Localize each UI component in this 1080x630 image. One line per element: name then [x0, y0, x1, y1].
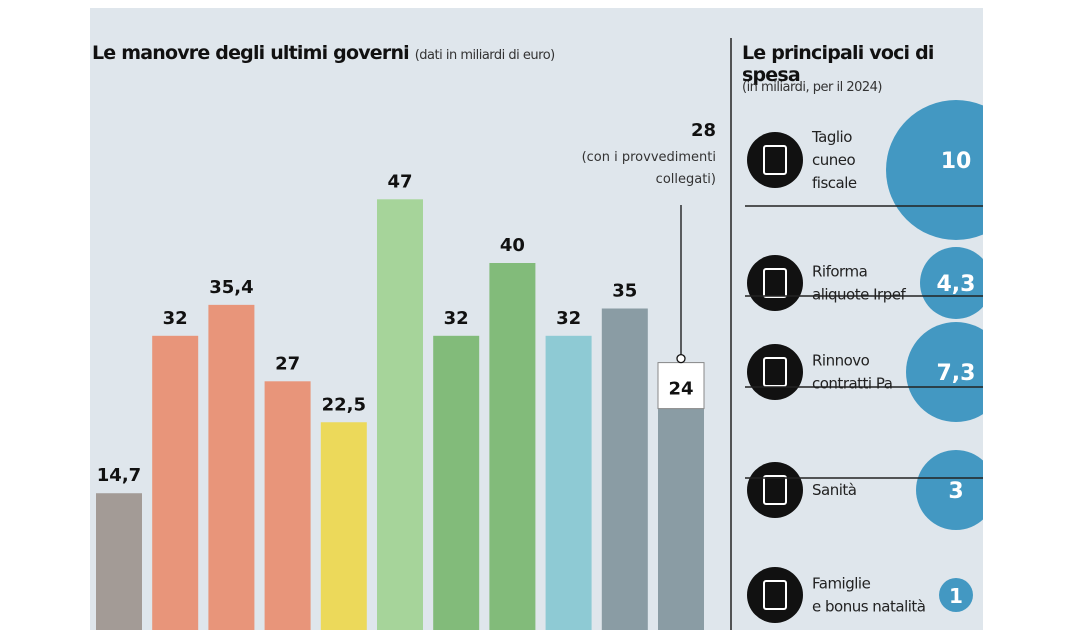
- bubble-value-label: 10: [941, 149, 972, 174]
- item-label: Sanità: [812, 481, 856, 499]
- value-bubble: [939, 578, 973, 612]
- tax-document-icon-glyph: [763, 145, 787, 175]
- infographic-panel: Le manovre degli ultimi governi (dati in…: [90, 8, 983, 630]
- bar: [545, 335, 592, 630]
- bubble-value-label: 1: [949, 584, 963, 608]
- contract-pen-icon: [747, 344, 803, 400]
- value-bubble: [916, 450, 983, 530]
- value-bubble: [920, 247, 983, 319]
- bar-value-label: 35: [612, 281, 637, 302]
- bar: [377, 199, 423, 630]
- bar: [601, 308, 648, 630]
- bubble-value-label: 3: [948, 479, 963, 504]
- item-label: contratti Pa: [812, 375, 892, 393]
- stroller-icon-glyph: [763, 580, 787, 610]
- bubble-chart-subtitle: (in miliardi, per il 2024): [742, 80, 883, 95]
- stroller-icon: [747, 567, 803, 623]
- item-label: Riforma: [812, 263, 867, 281]
- bar: [320, 422, 367, 630]
- item-label: e bonus natalità: [812, 598, 925, 616]
- bar-value-label: 32: [444, 308, 469, 329]
- bar-value-label: 14,7: [97, 465, 141, 486]
- item-label: aliquote Irpef: [812, 286, 906, 304]
- bar: [658, 408, 704, 630]
- bar: [264, 381, 311, 630]
- item-label: Rinnovo: [812, 352, 870, 370]
- bar-value-label: 22,5: [322, 394, 366, 415]
- stethoscope-icon: [747, 462, 803, 518]
- value-bubble: [906, 322, 983, 422]
- bar-chart-title-text: Le manovre degli ultimi governi: [92, 42, 410, 64]
- bar-value-label: 32: [163, 308, 188, 329]
- tax-document-icon: [747, 132, 803, 188]
- annotation-value-label: 28: [691, 120, 716, 141]
- bar-value-label: 27: [275, 353, 300, 374]
- annotation-text: (con i provvedimenti: [582, 150, 716, 165]
- bar: [152, 335, 199, 630]
- bar: [208, 304, 255, 630]
- bar-value-label: 24: [668, 379, 693, 400]
- annotation-text: collegati): [656, 172, 716, 187]
- bubble-chart-title: Le principali voci di spesa: [742, 42, 934, 86]
- money-stack-icon: [747, 255, 803, 311]
- bar: [433, 335, 480, 630]
- chart-canvas: 14,7 32 35,4 27 22,5 47 32 40 32 35 24 28 (con i pro…: [96, 38, 983, 630]
- bubble-value-label: 4,3: [937, 272, 976, 297]
- bar-chart-title: Le manovre degli ultimi governi (dati in…: [92, 42, 555, 64]
- bar: [489, 263, 536, 630]
- stethoscope-icon-glyph: [763, 475, 787, 505]
- money-stack-icon-glyph: [763, 268, 787, 298]
- bar: [96, 493, 142, 630]
- bar-value-label: 47: [387, 171, 412, 192]
- item-label: Famiglie: [812, 575, 871, 593]
- item-label: cuneo: [812, 151, 855, 169]
- value-label-box: [657, 362, 705, 410]
- bar-value-label: 35,4: [209, 277, 253, 298]
- value-bubble: [886, 100, 983, 240]
- bubble-value-label: 7,3: [937, 361, 976, 386]
- annotation-marker: [676, 353, 686, 364]
- item-label: Taglio: [811, 128, 852, 146]
- bar-value-label: 32: [556, 308, 581, 329]
- bar-value-label: 40: [500, 235, 525, 256]
- item-label: fiscale: [812, 174, 857, 192]
- contract-pen-icon-glyph: [763, 357, 787, 387]
- bar-chart-subtitle: (dati in miliardi di euro): [414, 48, 556, 63]
